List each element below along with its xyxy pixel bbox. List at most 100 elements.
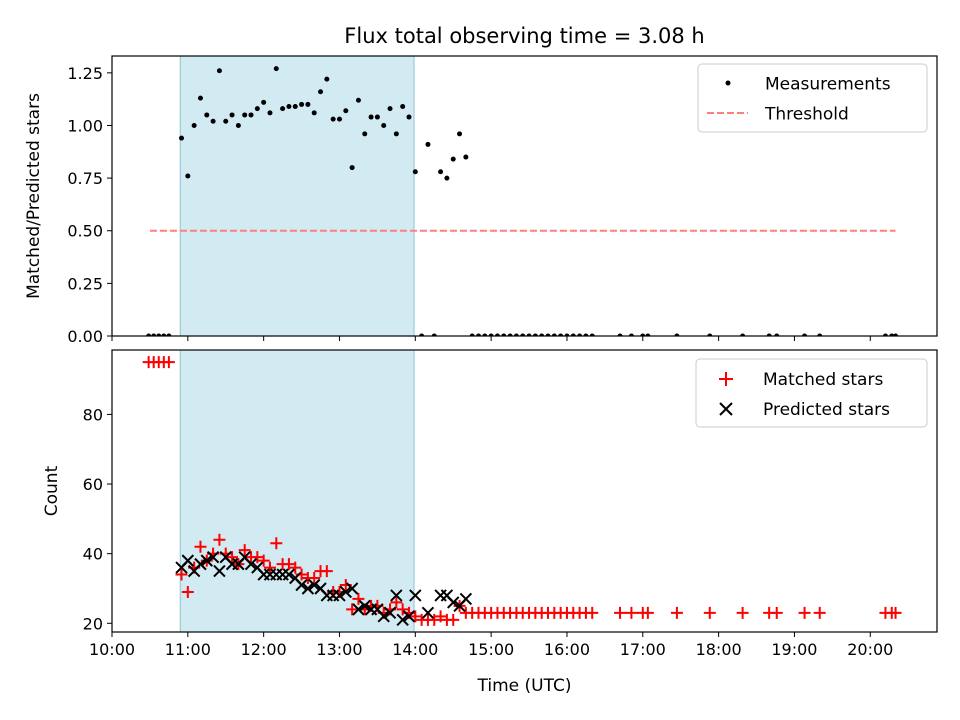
bottom-y-axis: 20 40 60 80 (83, 405, 112, 633)
measurement-point (617, 333, 623, 336)
measurement-point (406, 114, 412, 120)
measurement-point (349, 165, 355, 171)
measurement-point (242, 112, 248, 118)
matched-star-point (320, 565, 333, 578)
matched-star-point (270, 537, 283, 550)
matched-star-point (798, 606, 811, 619)
measurement-point (156, 333, 162, 336)
measurement-point (400, 104, 406, 110)
matched-star-point (238, 544, 251, 557)
legend-matched-marker (719, 372, 733, 386)
measurement-point (235, 122, 241, 128)
predicted-star-point (396, 613, 409, 627)
measurement-point (229, 112, 235, 118)
measurement-point (299, 101, 305, 107)
top-legend-box (697, 63, 928, 133)
top-legend: Measurements Threshold (697, 63, 928, 133)
matched-star-point (162, 356, 175, 369)
predicted-star-point (206, 550, 220, 564)
measurement-point (324, 76, 330, 82)
measurement-point (362, 131, 368, 137)
matched-star-point (813, 606, 826, 619)
bottom-legend: Matched stars Predicted stars (695, 358, 928, 428)
measurement-point (412, 169, 418, 175)
matched-star-point (181, 585, 194, 598)
predicted-star-point (352, 603, 365, 616)
measurement-point (628, 333, 634, 336)
x-tick-label: 16:00 (544, 640, 590, 659)
measurement-point (577, 333, 583, 336)
measurement-point (286, 104, 292, 110)
measurement-point (223, 118, 229, 124)
predicted-star-point (194, 557, 207, 571)
measurement-point (539, 333, 545, 336)
measurement-point (197, 95, 203, 101)
top-y-tick-label: 1.00 (67, 116, 103, 135)
x-tick-label: 13:00 (316, 640, 362, 659)
predicted-star-point (409, 589, 422, 602)
measurement-point (570, 333, 576, 336)
legend-predicted-label: Predicted stars (763, 400, 890, 420)
bottom-shaded-interval (179, 350, 415, 632)
measurement-point (179, 135, 185, 141)
measurement-point (191, 122, 197, 128)
matched-star-point (226, 551, 239, 564)
top-shaded-interval (179, 56, 415, 336)
observing-interval-band (179, 350, 415, 632)
measurement-point (185, 173, 191, 179)
measurement-point (381, 122, 387, 128)
predicted-star-point (459, 592, 473, 606)
matched-star-point (889, 606, 902, 619)
bottom-y-axis-label: Count (42, 465, 62, 516)
top-y-tick-label: 0.00 (67, 327, 103, 346)
predicted-star-point (390, 589, 403, 602)
x-tick-label: 17:00 (620, 640, 666, 659)
bottom-y-tick-label: 60 (83, 475, 103, 494)
legend-measurements-label: Measurements (765, 75, 891, 95)
bottom-y-tick-label: 40 (83, 545, 103, 564)
matched-star-point (289, 561, 302, 574)
measurement-point (513, 333, 519, 336)
measurement-point (261, 99, 267, 105)
measurement-point (488, 333, 494, 336)
measurement-point (343, 108, 349, 114)
measurement-point (526, 333, 532, 336)
matched-star-point (251, 551, 264, 564)
measurement-point (166, 333, 172, 336)
measurement-point (330, 116, 336, 122)
predicted-star-point (333, 589, 346, 602)
legend-predicted-marker (719, 402, 733, 416)
measurement-point (564, 333, 570, 336)
measurement-point (368, 114, 374, 120)
measurement-point (151, 333, 157, 336)
predicted-star-point (339, 585, 353, 599)
matched-star-point (352, 592, 365, 605)
measurement-point (532, 333, 538, 336)
top-y-tick-label: 1.25 (67, 64, 103, 83)
matched-star-point (409, 610, 422, 623)
measurement-point (475, 333, 481, 336)
matched-star-point (396, 603, 409, 616)
measurement-point (216, 68, 222, 74)
measurement-point (766, 333, 772, 336)
matched-star-point (434, 610, 447, 623)
x-tick-label: 20:00 (847, 640, 893, 659)
measurement-point (583, 333, 589, 336)
measurement-point (494, 333, 500, 336)
predicted-star-point (345, 582, 359, 595)
matched-star-point (736, 606, 749, 619)
x-tick-label: 18:00 (696, 640, 742, 659)
predicted-star-point (295, 578, 308, 592)
measurement-point (645, 333, 651, 336)
matched-star-point (770, 606, 783, 619)
top-x-ticks (111, 336, 871, 341)
x-tick-label: 11:00 (165, 640, 211, 659)
predicted-star-point (377, 610, 390, 623)
matched-star-point (703, 606, 716, 619)
measurement-point (558, 333, 564, 336)
predicted-star-point (383, 606, 397, 620)
measurement-point (893, 333, 899, 336)
measurement-point (292, 104, 298, 110)
